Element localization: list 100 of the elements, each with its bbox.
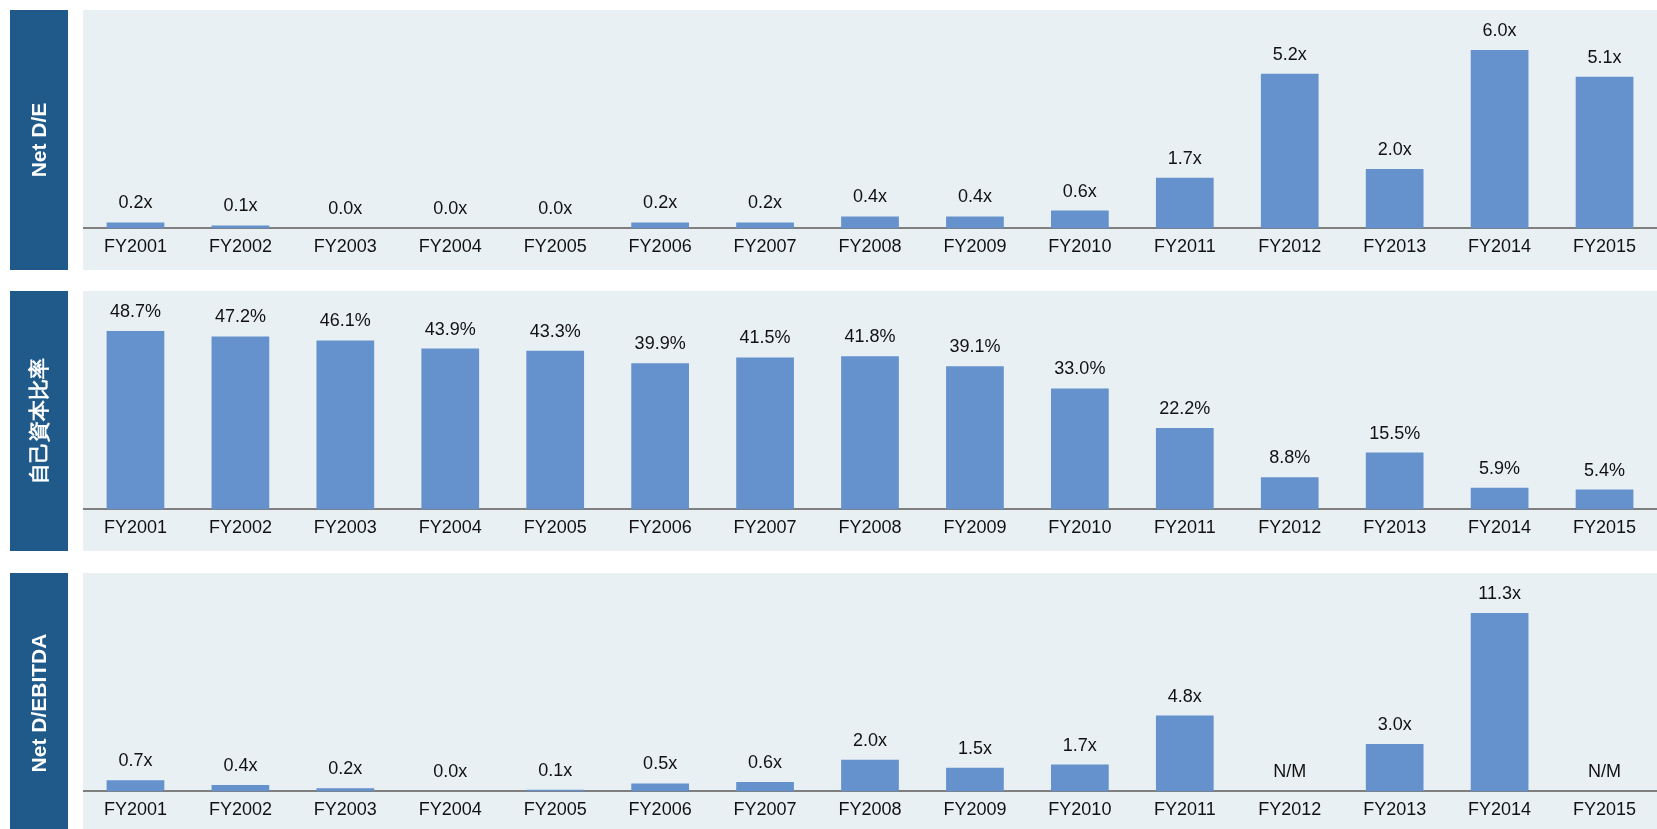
data-label: 2.0x: [1377, 138, 1412, 159]
bar: [841, 759, 899, 792]
data-label: 47.2%: [214, 306, 266, 327]
x-tick-label: FY2003: [313, 799, 377, 820]
bar: [1575, 76, 1634, 229]
data-label: 8.8%: [1269, 447, 1311, 468]
bar: [211, 336, 270, 510]
data-label: 4.8x: [1167, 685, 1202, 706]
x-tick-label: FY2009: [943, 517, 1007, 538]
x-tick-label: FY2005: [523, 517, 587, 538]
data-label: 0.6x: [1062, 180, 1097, 201]
x-tick-label: FY2004: [418, 236, 482, 257]
bar: [106, 331, 165, 510]
data-label: 0.0x: [433, 761, 468, 782]
x-tick-label: FY2008: [838, 799, 902, 820]
data-label: 0.2x: [748, 192, 783, 213]
x-tick-label: FY2011: [1153, 236, 1216, 257]
y-axis-title: 自己資本比率: [26, 358, 51, 484]
bar: [631, 363, 689, 510]
x-tick-label: FY2014: [1468, 517, 1532, 538]
bar: [1155, 177, 1214, 229]
data-label: 46.1%: [319, 310, 371, 331]
bar: [316, 340, 375, 510]
bar: [1575, 489, 1634, 510]
x-tick-label: FY2015: [1573, 236, 1637, 257]
data-label: 22.2%: [1159, 398, 1211, 419]
data-label: 0.5x: [643, 753, 678, 774]
bar: [1470, 613, 1529, 792]
bar: [1470, 487, 1529, 510]
x-tick-label: FY2009: [943, 799, 1007, 820]
data-label: 11.3x: [1478, 582, 1521, 603]
side-panel: 自己資本比率: [10, 291, 68, 551]
bar: [106, 222, 165, 229]
x-tick-label: FY2012: [1258, 236, 1322, 257]
y-axis-title: Net D/E: [27, 102, 51, 178]
x-tick-label: FY2007: [733, 799, 797, 820]
data-label: 1.5x: [957, 737, 992, 758]
x-tick-label: FY2008: [838, 517, 902, 538]
x-tick-label: FY2001: [103, 799, 167, 820]
data-label: 0.0x: [538, 198, 573, 219]
x-tick-label: FY2004: [418, 799, 482, 820]
y-axis-title: Net D/EBITDA: [27, 633, 51, 773]
x-tick-label: FY2010: [1048, 517, 1112, 538]
data-label: 43.3%: [529, 320, 581, 341]
x-tick-label: FY2007: [733, 236, 797, 257]
data-label: 0.0x: [433, 198, 468, 219]
data-label: 0.6x: [748, 751, 783, 772]
data-label: 0.2x: [118, 192, 153, 213]
x-tick-label: FY2013: [1363, 799, 1427, 820]
data-label: 48.7%: [109, 300, 161, 321]
bar: [1470, 50, 1529, 229]
x-tick-label: FY2011: [1153, 799, 1216, 820]
data-label: 0.2x: [643, 192, 678, 213]
x-tick-label: FY2013: [1363, 236, 1427, 257]
x-tick-label: FY2006: [628, 799, 692, 820]
x-tick-label: FY2015: [1573, 799, 1637, 820]
side-panel: Net D/EBITDA: [10, 573, 68, 829]
x-tick-label: FY2002: [208, 799, 272, 820]
bar: [1365, 744, 1424, 792]
data-label: 0.4x: [223, 755, 258, 776]
text: N/M: [1273, 761, 1307, 782]
bar: [106, 780, 165, 792]
bar: [841, 216, 899, 229]
data-label: 5.2x: [1272, 43, 1307, 64]
x-tick-label: FY2007: [733, 517, 797, 538]
x-tick-label: FY2009: [943, 236, 1007, 257]
data-label: 1.7x: [1062, 734, 1097, 755]
bar: [736, 357, 794, 510]
x-tick-label: FY2005: [523, 236, 587, 257]
bar: [526, 350, 585, 510]
bar: [316, 788, 375, 792]
data-label: 5.1x: [1587, 46, 1622, 67]
x-tick-label: FY2003: [313, 236, 377, 257]
bar: [1155, 715, 1214, 792]
text: N/M: [1588, 761, 1622, 782]
bar: [1051, 210, 1109, 229]
bar: [211, 785, 270, 792]
data-label: 39.9%: [634, 333, 686, 354]
data-label: 41.8%: [844, 326, 896, 347]
data-label: 0.1x: [538, 759, 573, 780]
x-tick-label: FY2010: [1048, 236, 1112, 257]
data-label: 2.0x: [852, 729, 888, 750]
bar: [841, 356, 899, 510]
data-label: 0.4x: [957, 186, 992, 207]
data-label: 6.0x: [1482, 19, 1517, 40]
x-tick-label: FY2008: [838, 236, 902, 257]
data-label: 5.4%: [1584, 459, 1626, 480]
x-tick-label: FY2002: [208, 236, 272, 257]
x-tick-label: FY2001: [103, 517, 167, 538]
data-label: 3.0x: [1377, 714, 1412, 735]
x-tick-label: FY2006: [628, 517, 692, 538]
bar: [946, 366, 1004, 510]
bar: [421, 348, 480, 510]
data-label: 0.7x: [118, 750, 153, 771]
data-label: 1.7x: [1167, 147, 1202, 168]
x-tick-label: FY2012: [1258, 799, 1322, 820]
bar: [1051, 764, 1109, 792]
bar: [631, 222, 689, 229]
data-label: 43.9%: [424, 318, 476, 339]
data-label: 0.4x: [852, 186, 888, 207]
